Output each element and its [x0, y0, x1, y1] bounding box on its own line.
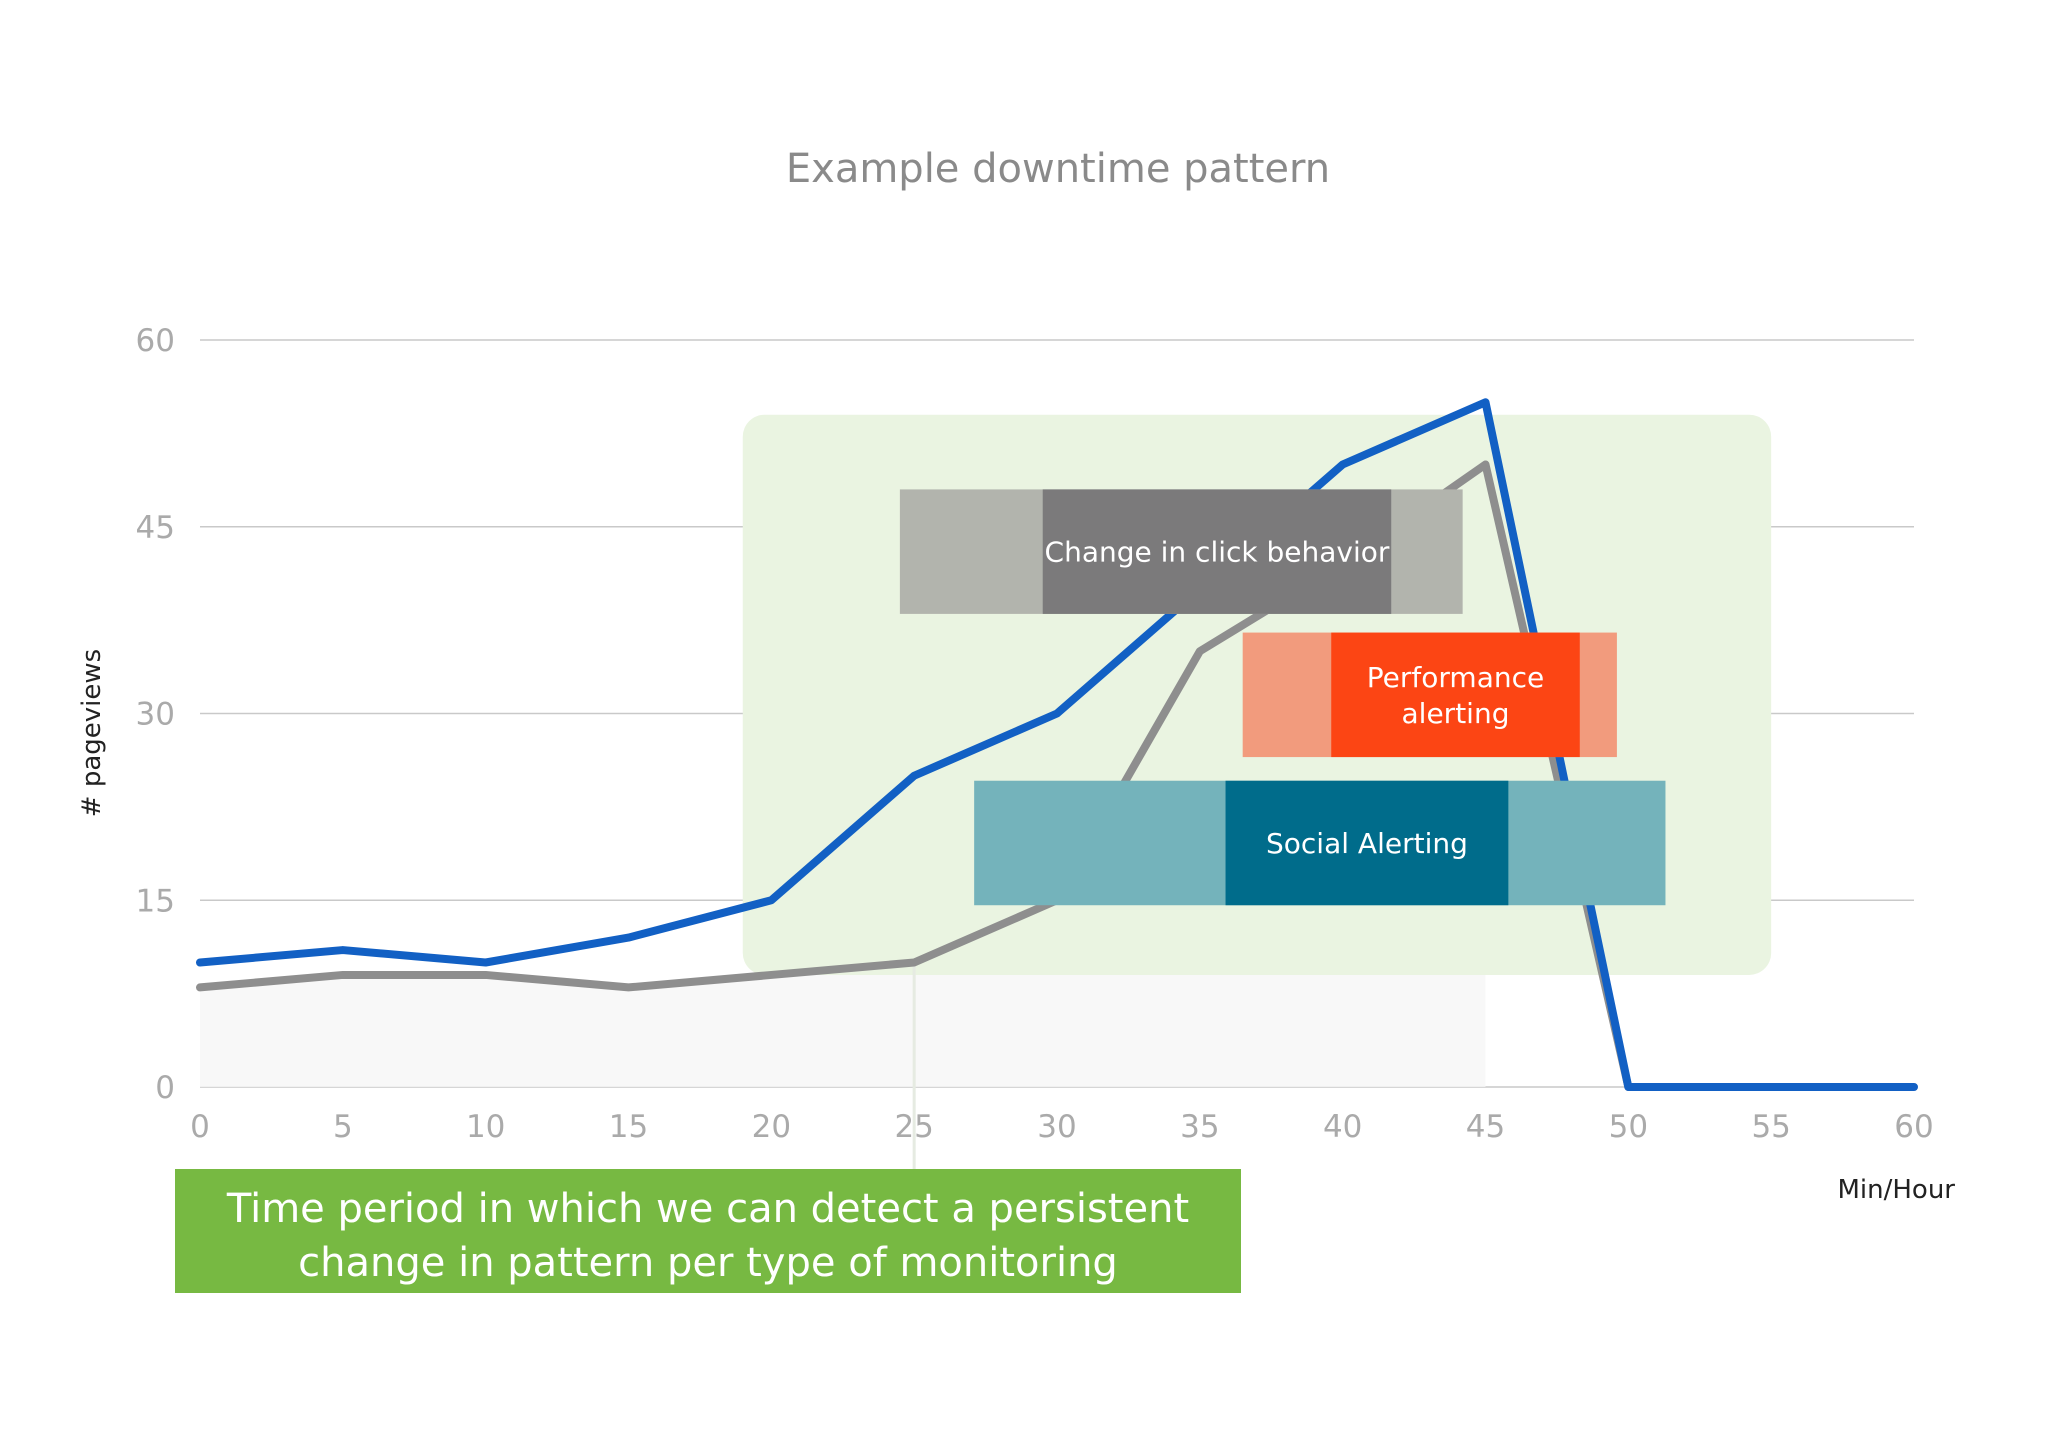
callout-text-line: Time period in which we can detect a per… — [226, 1186, 1189, 1232]
y-tick-label: 15 — [136, 883, 175, 919]
band-inner-rect — [1331, 632, 1580, 758]
chart-title: Example downtime pattern — [786, 146, 1330, 192]
x-tick-label: 20 — [752, 1109, 791, 1145]
x-tick-label: 60 — [1894, 1109, 1933, 1145]
band-label: Social Alerting — [1266, 827, 1468, 860]
y-tick-label: 60 — [136, 323, 175, 359]
band-2: Social Alerting — [974, 780, 1666, 906]
x-tick-label: 35 — [1180, 1109, 1219, 1145]
y-axis-ticks: 0 15 30 45 60 — [136, 323, 175, 1106]
series-line-blue — [196, 398, 1918, 1091]
x-tick-label: 55 — [1751, 1109, 1790, 1145]
x-tick-label: 15 — [609, 1109, 648, 1145]
y-tick-label: 30 — [136, 697, 175, 733]
band-label: Performance — [1367, 661, 1544, 694]
x-tick-label: 30 — [1037, 1109, 1076, 1145]
band-label: alerting — [1402, 697, 1510, 730]
callout-text-line: change in pattern per type of monitoring — [298, 1240, 1118, 1286]
band-label: Change in click behavior — [1045, 536, 1390, 569]
band-inner-rect — [1225, 780, 1509, 906]
detection-period-callout: Time period in which we can detect a per… — [175, 1169, 1241, 1293]
x-tick-label: 50 — [1609, 1109, 1648, 1145]
x-axis-ticks: 0 5 10 15 20 25 30 35 40 45 50 55 60 — [190, 1109, 1934, 1145]
y-tick-label: 45 — [136, 510, 175, 546]
x-axis-label: Min/Hour — [1837, 1175, 1955, 1205]
band-inner-rect — [1042, 489, 1392, 614]
band-0: Change in click behavior — [899, 489, 1463, 614]
x-tick-label: 45 — [1466, 1109, 1505, 1145]
x-tick-label: 0 — [190, 1109, 210, 1145]
y-tick-label: 0 — [155, 1070, 175, 1106]
monitoring-bands: Change in click behavior Performancealert… — [899, 489, 1666, 906]
x-tick-label: 10 — [466, 1109, 505, 1145]
x-tick-label: 25 — [894, 1109, 933, 1145]
callout-box — [175, 1169, 1241, 1293]
x-tick-label: 5 — [333, 1109, 353, 1145]
y-axis-label: # pageviews — [77, 649, 107, 817]
x-tick-label: 40 — [1323, 1109, 1362, 1145]
